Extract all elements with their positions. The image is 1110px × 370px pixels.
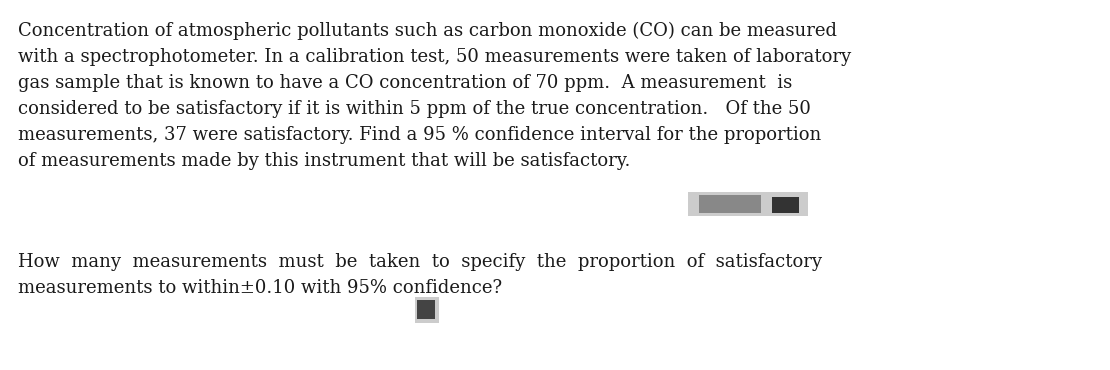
Text: gas sample that is known to have a CO concentration of 70 ppm.  A measurement  i: gas sample that is known to have a CO co… <box>18 74 793 92</box>
Text: with a spectrophotometer. In a calibration test, 50 measurements were taken of l: with a spectrophotometer. In a calibrati… <box>18 48 851 66</box>
Bar <box>699 195 761 213</box>
Text: of measurements made by this instrument that will be satisfactory.: of measurements made by this instrument … <box>18 152 630 170</box>
Bar <box>771 197 799 213</box>
Text: measurements, 37 were satisfactory. Find a 95 % confidence interval for the prop: measurements, 37 were satisfactory. Find… <box>18 126 821 144</box>
Bar <box>688 192 808 216</box>
Text: Concentration of atmospheric pollutants such as carbon monoxide (CO) can be meas: Concentration of atmospheric pollutants … <box>18 22 837 40</box>
Text: How  many  measurements  must  be  taken  to  specify  the  proportion  of  sati: How many measurements must be taken to s… <box>18 253 823 271</box>
Text: measurements to within±0.10 with 95% confidence?: measurements to within±0.10 with 95% con… <box>18 279 502 297</box>
Bar <box>415 297 438 323</box>
Text: considered to be satisfactory if it is within 5 ppm of the true concentration.  : considered to be satisfactory if it is w… <box>18 100 811 118</box>
Bar <box>417 300 435 319</box>
